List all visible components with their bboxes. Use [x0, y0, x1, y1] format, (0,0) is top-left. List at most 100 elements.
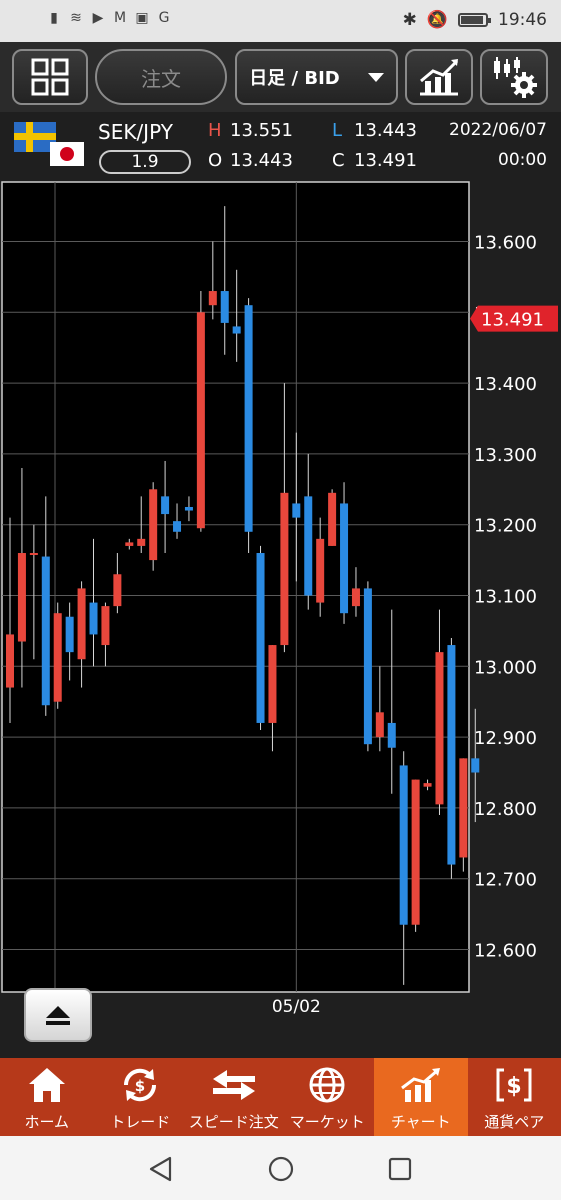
candle-body[interactable]: [280, 492, 289, 646]
eject-icon: [46, 1005, 70, 1025]
speed-order-icon: [212, 1070, 255, 1100]
low-price: L 13.443: [332, 120, 417, 141]
nav-item-market[interactable]: マーケット: [281, 1058, 375, 1136]
caret-down-icon: [367, 72, 384, 82]
status-time: 19:46: [498, 10, 547, 30]
y-tick-label: 13.200: [474, 516, 537, 537]
candle-body[interactable]: [41, 556, 50, 706]
spread-badge: 1.9: [99, 150, 191, 174]
currency-pair-name[interactable]: SEK/JPY: [98, 120, 173, 144]
notification-icons: ▮ ≋ ▶ M ▣ G: [46, 10, 172, 26]
mail-icon: M: [113, 10, 127, 26]
candle-body[interactable]: [65, 616, 74, 653]
order-button[interactable]: 注文: [95, 49, 227, 105]
nav-label-currency-pair: 通貨ペア: [484, 1113, 545, 1131]
candle-body[interactable]: [125, 542, 134, 546]
y-tick-label: 12.700: [474, 870, 537, 891]
status-bar: ▮ ≋ ▶ M ▣ G ✱ 🔕 19:46: [0, 0, 561, 42]
candle-body[interactable]: [244, 305, 253, 532]
candle-body[interactable]: [184, 506, 193, 511]
candle-body[interactable]: [304, 496, 313, 596]
candle-body[interactable]: [459, 758, 468, 858]
bluetooth-icon: ✱: [402, 10, 417, 30]
candle-body[interactable]: [435, 652, 444, 805]
high-value: 13.551: [230, 120, 293, 141]
candle-body[interactable]: [375, 712, 384, 738]
period-dropdown[interactable]: 日足 / BID: [235, 49, 398, 105]
recents-icon[interactable]: [387, 1156, 413, 1182]
y-tick-label: 12.900: [474, 728, 537, 749]
candle-body[interactable]: [161, 496, 170, 515]
candlestick-chart-area[interactable]: 13.60013.50013.40013.30013.20013.10013.0…: [0, 180, 561, 1058]
candle-body[interactable]: [196, 312, 205, 529]
candle-body[interactable]: [6, 634, 14, 688]
bottom-navigation: ホーム $ トレード スピード注文 マーケット: [0, 1058, 561, 1136]
box-icon: ▣: [135, 10, 149, 26]
indicator-button[interactable]: [405, 49, 473, 105]
candle-body[interactable]: [399, 765, 408, 925]
candle-body[interactable]: [471, 758, 480, 773]
candle-body[interactable]: [268, 645, 277, 723]
candle-body[interactable]: [232, 326, 241, 334]
y-tick-label: 13.100: [474, 586, 537, 607]
japan-flag-icon: [50, 142, 84, 166]
nav-item-chart[interactable]: チャート: [374, 1058, 468, 1136]
candle-date: 2022/06/07: [449, 120, 547, 140]
candle-body[interactable]: [292, 503, 301, 518]
candle-body[interactable]: [328, 492, 337, 546]
open-value: 13.443: [230, 150, 293, 171]
candle-body[interactable]: [29, 553, 38, 556]
x-tick-label: 05/02: [272, 997, 321, 1017]
nav-label-chart: チャート: [390, 1113, 451, 1131]
candle-body[interactable]: [363, 588, 372, 745]
candle-body[interactable]: [220, 291, 229, 323]
chart-settings-button[interactable]: [480, 49, 548, 105]
order-button-label: 注文: [141, 66, 181, 91]
candle-body[interactable]: [137, 538, 146, 546]
signal-icon: ▮: [50, 10, 58, 26]
nav-item-home[interactable]: ホーム: [0, 1058, 94, 1136]
high-label: H: [208, 120, 222, 141]
current-price-marker: [470, 305, 558, 332]
candle-body[interactable]: [423, 783, 432, 787]
nav-label-trade: トレード: [110, 1113, 171, 1131]
candle-body[interactable]: [447, 645, 456, 865]
candle-body[interactable]: [101, 606, 110, 646]
candle-body[interactable]: [411, 779, 420, 925]
price-info-header: SEK/JPY 1.9 H 13.551 L 13.443 O 13.443 C 13.…: [0, 112, 561, 180]
candle-time: 00:00: [498, 150, 547, 170]
back-icon[interactable]: [148, 1156, 174, 1182]
y-tick-label: 13.400: [474, 374, 537, 395]
candle-body[interactable]: [208, 291, 217, 306]
y-tick-label: 13.000: [474, 657, 537, 678]
low-label: L: [332, 120, 343, 141]
candle-body[interactable]: [53, 613, 62, 702]
trade-icon: $: [124, 1068, 157, 1102]
candle-body[interactable]: [113, 574, 122, 607]
high-price: H 13.551: [208, 120, 293, 141]
collapse-panel-button[interactable]: [24, 988, 92, 1042]
menu-grid-button[interactable]: [12, 49, 88, 105]
candle-body[interactable]: [316, 538, 325, 603]
y-tick-label: 13.300: [474, 445, 537, 466]
candle-body[interactable]: [387, 722, 396, 748]
candle-body[interactable]: [77, 588, 86, 660]
candle-body[interactable]: [340, 503, 349, 614]
candle-body[interactable]: [89, 602, 98, 635]
candle-body[interactable]: [173, 521, 182, 532]
candle-body[interactable]: [351, 588, 360, 607]
close-label: C: [332, 150, 345, 171]
candlestick-chart[interactable]: 13.60013.50013.40013.30013.20013.10013.0…: [0, 180, 561, 1058]
wifi-icon: ≋: [70, 10, 82, 26]
candle-body[interactable]: [256, 553, 265, 723]
youtube-icon: ▶: [92, 10, 104, 26]
sweden-flag-icon: [14, 122, 56, 152]
nav-item-currency-pair[interactable]: $ 通貨ペア: [468, 1058, 561, 1136]
candle-body[interactable]: [17, 553, 26, 642]
nav-item-trade[interactable]: $ トレード: [94, 1058, 188, 1136]
open-price: O 13.443: [208, 150, 293, 171]
nav-item-speed-order[interactable]: スピード注文: [187, 1058, 281, 1136]
low-value: 13.443: [354, 120, 417, 141]
candle-body[interactable]: [149, 489, 158, 561]
home-circle-icon[interactable]: [267, 1155, 295, 1183]
